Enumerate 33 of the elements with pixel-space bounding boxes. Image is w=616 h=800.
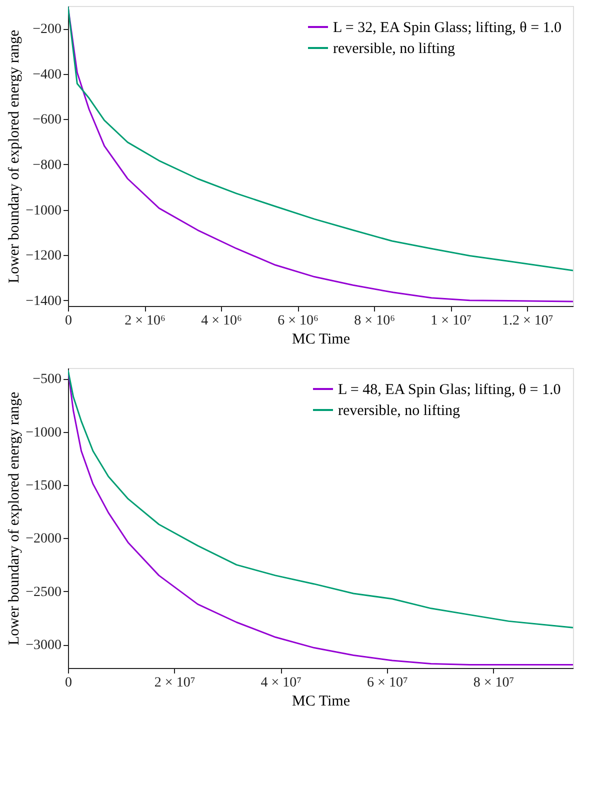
x-tick-label: 2 × 10⁷ [154,676,196,690]
legend-label: L = 48, EA Spin Glas; lifting, θ = 1.0 [338,382,561,398]
y-tick-label: −1000 [26,425,62,440]
x-axis-title: MC Time [292,694,350,710]
x-tick-label: 6 × 10⁶ [278,314,319,328]
y-tick-label: −400 [32,67,62,82]
x-tick-label: 1.2 × 10⁷ [502,314,554,328]
x-tick-label: 8 × 10⁷ [473,676,514,690]
y-tick-label: −2000 [26,532,62,547]
y-tick-label: −3000 [26,638,62,654]
y-tick-label: −1400 [26,294,62,309]
y-axis-title: Lower boundary of explored energy range [6,391,23,646]
x-tick-label: 6 × 10⁷ [367,676,408,690]
x-tick-label: 2 × 10⁶ [124,314,166,328]
y-tick-label: −500 [32,372,62,388]
x-tick-label: 4 × 10⁶ [201,314,242,328]
x-axis-title: MC Time [292,332,350,348]
y-tick-label: −1200 [26,248,62,264]
x-tick-label: 0 [65,314,72,328]
y-tick-label: −1500 [26,478,62,494]
y-tick-label: −800 [32,158,62,173]
legend-label: reversible, no lifting [333,41,456,57]
x-tick-label: 8 × 10⁶ [354,314,396,328]
legend-label: L = 32, EA Spin Glass; lifting, θ = 1.0 [333,20,562,36]
x-tick-label: 4 × 10⁷ [260,676,302,690]
y-tick-label: −200 [32,22,62,38]
y-tick-label: −600 [32,112,62,128]
legend-label: reversible, no lifting [338,403,461,419]
y-tick-label: −2500 [26,584,62,600]
x-tick-label: 1 × 10⁷ [430,314,472,328]
y-tick-label: −1000 [26,203,62,218]
x-tick-label: 0 [65,676,72,690]
y-axis-title: Lower boundary of explored energy range [6,29,23,284]
